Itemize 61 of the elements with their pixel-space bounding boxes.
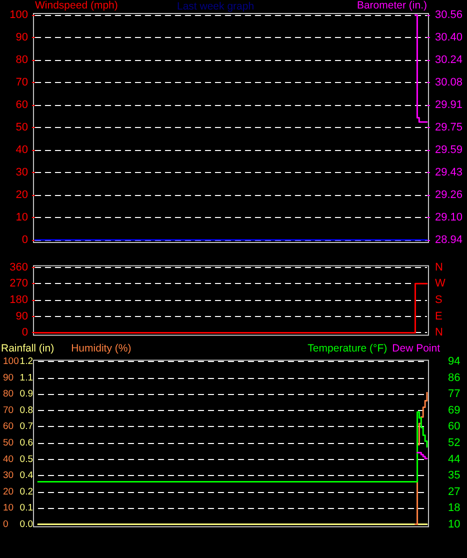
y2-tick-label: 35	[448, 470, 460, 482]
y2-axis-title: Barometer (in.)	[356, 0, 427, 12]
y2-tick-label: 30.24	[435, 54, 463, 66]
y-tick-label: 360	[10, 261, 28, 274]
y2-tick-label: 30.08	[435, 76, 463, 88]
y2-tick-label: 10	[448, 518, 460, 530]
y2-tick-label: 86	[448, 372, 460, 384]
y-tick-label: 30	[16, 166, 28, 178]
category-label: E	[435, 310, 442, 322]
text: Dew Point	[392, 342, 440, 354]
y-tick-label: 40	[16, 144, 28, 156]
y2-tick-label: 29.43	[435, 166, 463, 178]
y-tick-label: 0.4	[20, 470, 33, 482]
y2-tick-label: 18	[448, 502, 460, 514]
y2-tick-label: 29.59	[435, 144, 463, 156]
y-tick-label: 50	[16, 122, 28, 134]
y2-tick-label: 29.10	[435, 212, 463, 224]
y-tick-label: 180	[10, 294, 28, 306]
y-tick-label: 10	[16, 212, 28, 224]
y2-tick-label: 94	[448, 356, 460, 368]
y-tick-label: 20	[16, 189, 28, 201]
y2-tick-label: 27	[448, 486, 460, 498]
y2-tick-label: 29.91	[435, 99, 463, 111]
y-tick-label: 0.2	[20, 486, 33, 498]
y2-tick-label: 60	[448, 420, 460, 433]
y-tick-label: 70	[16, 76, 28, 88]
y-tick-label: 1.1	[20, 372, 33, 384]
y-tick-label: 0.1	[20, 502, 33, 514]
y2-tick-label: 30.40	[435, 32, 463, 44]
y2-tick-label: 44	[448, 453, 460, 466]
y-tick-label: 0.7	[20, 421, 33, 432]
category-label: W	[435, 278, 446, 290]
chart-title: Last week graph	[177, 0, 254, 12]
y2-tick-label: 52	[448, 437, 460, 449]
y2-tick-label: 69	[448, 404, 460, 416]
text: Temperature (°F)	[308, 342, 388, 354]
y-tick-label: 100	[10, 9, 28, 21]
category-label: S	[435, 294, 442, 306]
text: Humidity (%)	[71, 342, 132, 354]
y-tick-label: 0.0	[20, 518, 33, 530]
y-tick-label: 90	[16, 32, 28, 44]
y2-tick-label: 29.26	[435, 189, 463, 201]
y-tick-label: 0.5	[20, 454, 33, 465]
y2-tick-label: 77	[448, 388, 460, 400]
y-tick-label: 60	[16, 99, 28, 111]
y-axis-title: Windspeed (mph)	[35, 0, 118, 12]
y-tick-label: 1.2	[20, 356, 33, 368]
y-tick-label: 80	[16, 54, 28, 66]
y-tick-label: 0	[22, 326, 28, 339]
y-tick-label: 0.8	[20, 404, 33, 416]
text: Rainfall (in)	[1, 342, 54, 354]
y-tick-label: 0.9	[20, 388, 33, 400]
y2-tick-label: 28.94	[435, 234, 463, 246]
y-tick-label: 0.6	[20, 438, 33, 448]
y-tick-label: 270	[10, 278, 28, 290]
y-tick-label: 90	[16, 310, 28, 322]
y2-tick-label: 29.75	[435, 122, 463, 134]
y-tick-label: 0	[22, 234, 28, 246]
y2-tick-label: 30.56	[435, 9, 463, 21]
category-label: N	[435, 326, 443, 339]
category-label: N	[435, 261, 443, 274]
